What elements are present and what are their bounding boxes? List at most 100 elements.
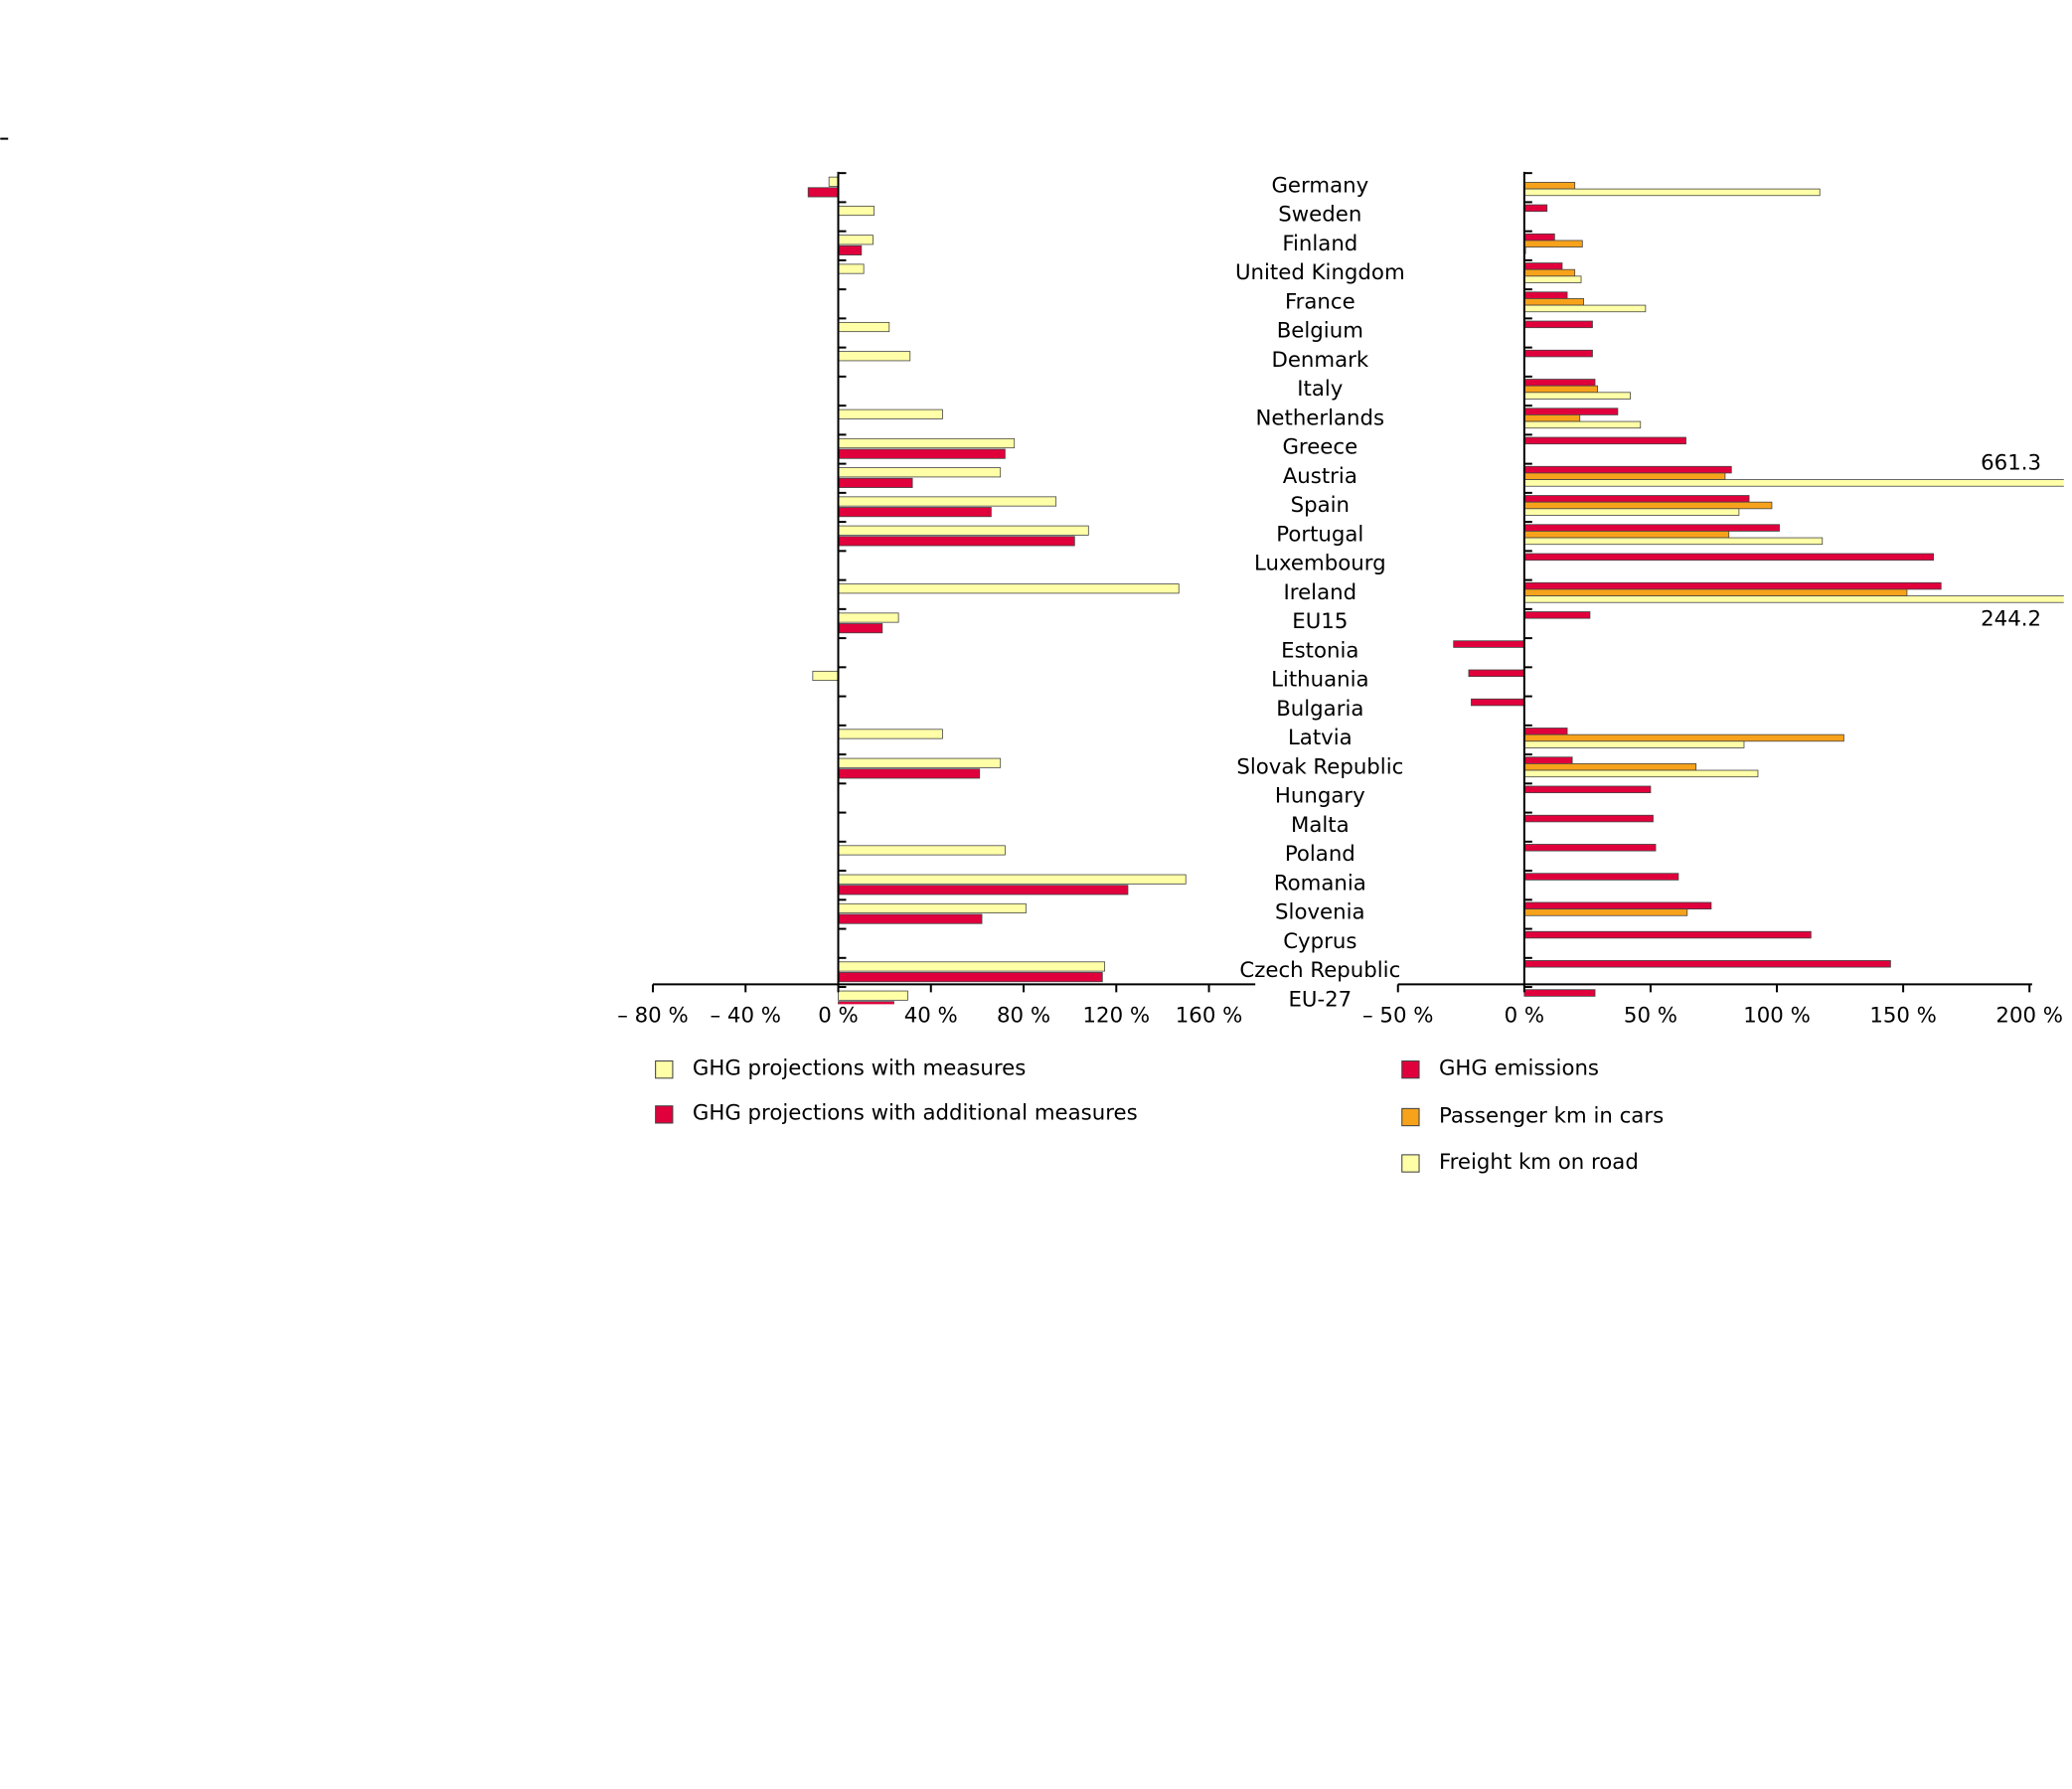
category-label: Lithuania <box>1271 668 1369 693</box>
bar <box>1523 762 1697 771</box>
bar <box>807 187 839 198</box>
bar <box>1523 728 1568 735</box>
bar <box>1523 495 1750 503</box>
bar <box>1523 611 1591 619</box>
category-label: Italy <box>1297 377 1343 402</box>
bar <box>1523 531 1730 539</box>
bar <box>838 583 1180 594</box>
category-label: Netherlands <box>1255 406 1384 430</box>
plot-area <box>1453 182 2064 997</box>
x-tick-label: 150 % <box>1869 1003 1937 1028</box>
bar <box>838 990 908 1001</box>
bar <box>1523 182 1576 190</box>
bar <box>1523 349 1593 358</box>
bar <box>1523 508 1740 516</box>
category-label: Estonia <box>1281 638 1358 663</box>
bar <box>1523 436 1686 445</box>
bar <box>1523 537 1824 546</box>
bar <box>1523 785 1652 794</box>
category-label: Greece <box>1282 435 1357 460</box>
legend-label: GHG emissions <box>1439 1056 1599 1080</box>
category-label: Denmark <box>1271 348 1368 373</box>
value-label: 661.3 <box>1981 451 2041 476</box>
plot-area <box>807 176 1187 1005</box>
category-label: Malta <box>1291 813 1350 838</box>
bar <box>1523 595 2064 603</box>
bar <box>1523 304 1647 313</box>
category-label: France <box>1285 289 1355 314</box>
x-tick-label: 100 % <box>1743 1003 1811 1028</box>
bar <box>838 477 913 488</box>
bar <box>1523 581 1942 590</box>
category-label: Spain <box>1291 493 1350 518</box>
bar <box>1523 472 1726 480</box>
bar <box>812 670 839 682</box>
category-label: Czech Republic <box>1239 958 1400 983</box>
category-label: Portugal <box>1276 522 1363 547</box>
bar <box>1523 769 1759 778</box>
category-label: EU15 <box>1292 609 1348 634</box>
bar <box>1523 873 1679 881</box>
x-tick-label: – 50 % <box>1362 1003 1433 1028</box>
bar <box>838 408 943 419</box>
legend-label: Freight km on road <box>1439 1150 1639 1175</box>
bar <box>838 612 899 623</box>
x-tick-label: – 80 % <box>617 1003 688 1028</box>
bar <box>838 972 1103 983</box>
bar <box>1523 262 1563 270</box>
bar <box>1523 414 1581 422</box>
x-tick-label: – 40 % <box>711 1003 781 1028</box>
bar <box>1523 908 1688 916</box>
value-label: 244.2 <box>1981 606 2041 631</box>
bar <box>838 729 943 739</box>
x-tick-label: 80 % <box>997 1003 1050 1028</box>
bar <box>838 536 1075 547</box>
category-label: EU-27 <box>1288 987 1352 1012</box>
bar <box>1523 291 1568 299</box>
bar <box>838 913 983 924</box>
bar <box>1523 204 1548 213</box>
bar <box>1468 669 1525 678</box>
category-label: Cyprus <box>1283 929 1356 954</box>
category-label: Slovenia <box>1275 900 1365 925</box>
legend-swatch <box>655 1059 674 1079</box>
bar <box>828 176 839 187</box>
legend-label: Passenger km in cars <box>1439 1103 1664 1128</box>
bar <box>1523 844 1657 852</box>
bar <box>1523 240 1583 247</box>
bar <box>1523 233 1555 242</box>
bar <box>1471 698 1525 707</box>
legend-swatch <box>1401 1059 1420 1079</box>
x-tick-label: 120 % <box>1083 1003 1151 1028</box>
bar <box>1453 640 1525 648</box>
legend-swatch <box>655 1105 674 1124</box>
category-label: Hungary <box>1275 784 1365 809</box>
bar <box>1523 989 1596 997</box>
bar <box>838 448 1006 459</box>
category-label: United Kingdom <box>1235 260 1405 285</box>
bar <box>1523 392 1631 400</box>
bar <box>838 507 992 518</box>
category-label: Sweden <box>1278 203 1361 228</box>
bar <box>838 874 1187 885</box>
bar <box>1523 479 2064 487</box>
x-tick-label: 50 % <box>1624 1003 1677 1028</box>
bar <box>838 244 863 255</box>
bar <box>838 961 1106 972</box>
bar <box>838 205 875 217</box>
x-tick-label: 160 % <box>1176 1003 1243 1028</box>
category-label: Belgium <box>1277 319 1363 344</box>
bar <box>838 757 1002 768</box>
legend-swatch <box>1401 1154 1420 1173</box>
bar <box>838 496 1057 507</box>
bar <box>838 351 911 362</box>
category-label: Bulgaria <box>1276 697 1363 722</box>
bar <box>1523 385 1598 394</box>
bar <box>1523 756 1573 764</box>
bar <box>838 263 865 274</box>
bar <box>838 321 890 333</box>
legend-label: GHG projections with measures <box>693 1056 1026 1080</box>
bar <box>838 768 981 779</box>
